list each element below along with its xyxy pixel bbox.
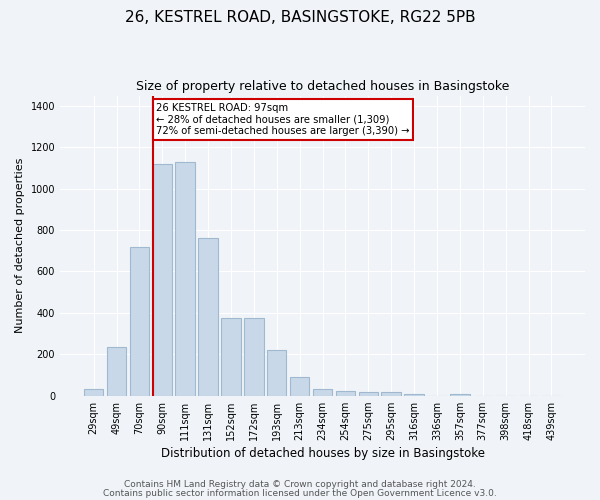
Bar [84,390,103,396]
Text: Contains public sector information licensed under the Open Government Licence v3: Contains public sector information licen… [103,490,497,498]
Bar [290,377,310,396]
Bar [221,318,241,396]
Bar [175,162,195,396]
Bar [244,318,263,396]
Bar [404,394,424,396]
Text: Contains HM Land Registry data © Crown copyright and database right 2024.: Contains HM Land Registry data © Crown c… [124,480,476,489]
Bar [130,246,149,396]
Text: 26, KESTREL ROAD, BASINGSTOKE, RG22 5PB: 26, KESTREL ROAD, BASINGSTOKE, RG22 5PB [125,10,475,25]
Y-axis label: Number of detached properties: Number of detached properties [15,158,25,334]
Bar [359,392,378,396]
Bar [382,392,401,396]
Bar [199,238,218,396]
Bar [267,350,286,396]
Bar [313,390,332,396]
Title: Size of property relative to detached houses in Basingstoke: Size of property relative to detached ho… [136,80,509,93]
X-axis label: Distribution of detached houses by size in Basingstoke: Distribution of detached houses by size … [161,447,485,460]
Text: 26 KESTREL ROAD: 97sqm
← 28% of detached houses are smaller (1,309)
72% of semi-: 26 KESTREL ROAD: 97sqm ← 28% of detached… [156,103,410,136]
Bar [450,394,470,396]
Bar [152,164,172,396]
Bar [107,347,126,396]
Bar [335,390,355,396]
